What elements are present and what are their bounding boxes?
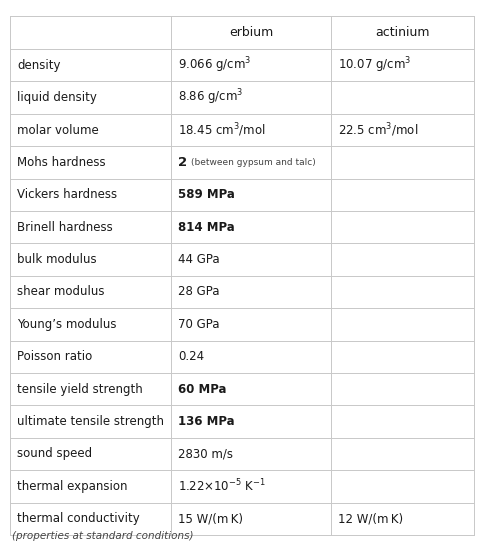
Text: 28 GPa: 28 GPa [178,286,220,299]
Text: 70 GPa: 70 GPa [178,318,220,331]
Text: 44 GPa: 44 GPa [178,253,220,266]
Text: Mohs hardness: Mohs hardness [17,156,106,169]
Text: Brinell hardness: Brinell hardness [17,221,113,234]
Text: Young’s modulus: Young’s modulus [17,318,117,331]
Text: 10.07 g/cm$^3$: 10.07 g/cm$^3$ [338,55,411,75]
Text: 8.86 g/cm$^3$: 8.86 g/cm$^3$ [178,88,243,107]
Text: bulk modulus: bulk modulus [17,253,97,266]
Text: 15 W/(m K): 15 W/(m K) [178,512,243,525]
Text: Vickers hardness: Vickers hardness [17,188,117,201]
Text: liquid density: liquid density [17,91,97,104]
Text: 12 W/(m K): 12 W/(m K) [338,512,403,525]
Text: 589 MPa: 589 MPa [178,188,235,201]
Text: 1.22$\times$10$^{-5}$ K$^{-1}$: 1.22$\times$10$^{-5}$ K$^{-1}$ [178,478,266,495]
Text: molar volume: molar volume [17,124,99,136]
Text: (properties at standard conditions): (properties at standard conditions) [12,531,194,541]
Text: tensile yield strength: tensile yield strength [17,383,143,396]
Text: 18.45 cm$^3$/mol: 18.45 cm$^3$/mol [178,121,266,139]
Text: thermal expansion: thermal expansion [17,480,127,493]
Text: 22.5 cm$^3$/mol: 22.5 cm$^3$/mol [338,121,419,139]
Text: erbium: erbium [229,26,273,39]
Text: 60 MPa: 60 MPa [178,383,227,396]
Text: 136 MPa: 136 MPa [178,415,235,428]
Text: actinium: actinium [375,26,430,39]
Text: 9.066 g/cm$^3$: 9.066 g/cm$^3$ [178,55,251,75]
Text: Poisson ratio: Poisson ratio [17,350,92,363]
Text: sound speed: sound speed [17,448,92,461]
Text: shear modulus: shear modulus [17,286,105,299]
Text: ultimate tensile strength: ultimate tensile strength [17,415,164,428]
Text: 0.24: 0.24 [178,350,204,363]
Text: thermal conductivity: thermal conductivity [17,512,140,525]
Text: 814 MPa: 814 MPa [178,221,235,234]
Text: 2: 2 [178,156,187,169]
Text: 2830 m/s: 2830 m/s [178,448,233,461]
Text: density: density [17,59,60,72]
Text: (between gypsum and talc): (between gypsum and talc) [191,158,316,167]
